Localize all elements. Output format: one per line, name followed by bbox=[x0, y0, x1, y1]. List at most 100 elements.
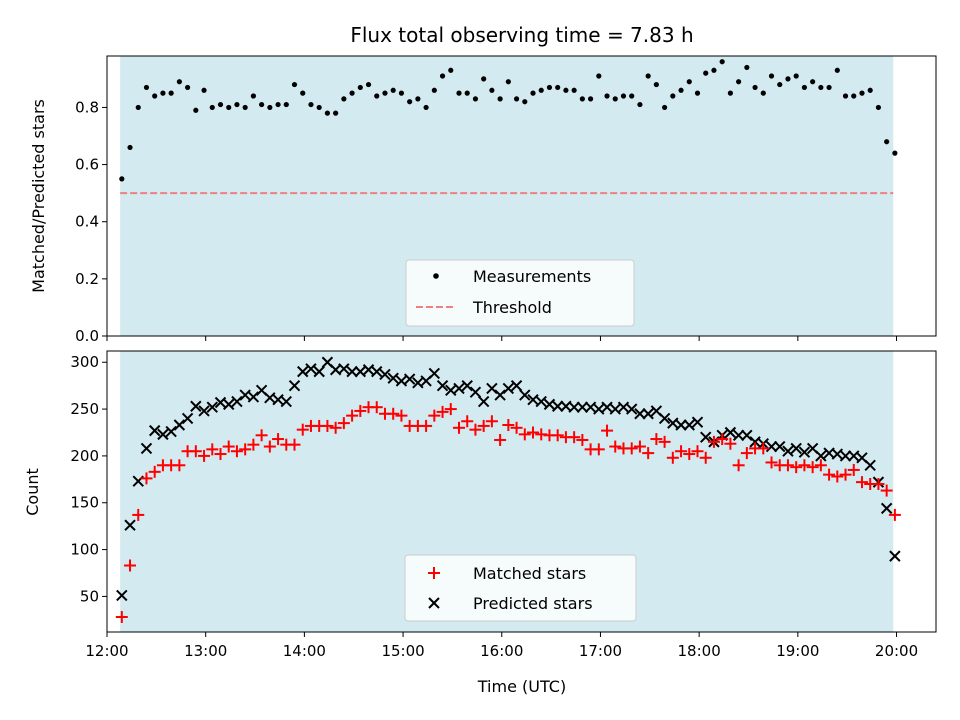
predicted-star-point bbox=[469, 386, 482, 398]
measurement-point bbox=[662, 104, 668, 111]
measurement-point bbox=[217, 101, 224, 108]
measurement-point bbox=[242, 104, 248, 111]
matched-star-point bbox=[346, 409, 359, 422]
matched-star-point bbox=[247, 438, 260, 451]
predicted-star-point bbox=[889, 550, 901, 562]
matched-stars-legend-marker bbox=[428, 567, 440, 579]
matched-star-point bbox=[633, 440, 646, 453]
count-plot-frame bbox=[106, 350, 937, 633]
predicted-star-point bbox=[486, 382, 498, 395]
predicted-star-point bbox=[436, 379, 449, 392]
predicted-star-point bbox=[667, 417, 679, 429]
matched-star-point bbox=[115, 611, 128, 624]
predicted-star-point bbox=[502, 382, 515, 395]
measurement-point bbox=[448, 67, 454, 73]
measurement-point bbox=[201, 87, 207, 93]
measurement-point bbox=[415, 96, 421, 102]
predicted-star-point bbox=[765, 440, 778, 453]
measurement-point bbox=[333, 110, 339, 116]
measurement-point bbox=[620, 93, 627, 99]
matched-star-point bbox=[823, 468, 836, 481]
measurement-point bbox=[259, 101, 265, 108]
measurement-point bbox=[752, 84, 758, 91]
predicted-star-point bbox=[831, 448, 844, 460]
matched-star-point bbox=[781, 459, 794, 472]
predicted-star-point bbox=[247, 391, 260, 403]
predicted-star-point bbox=[239, 389, 251, 401]
count-y-tick-label: 50 bbox=[80, 587, 99, 605]
predicted-star-point bbox=[379, 368, 391, 381]
measurement-point bbox=[736, 79, 742, 85]
predicted-star-point bbox=[223, 398, 235, 411]
matched-star-point bbox=[485, 415, 498, 428]
x-tick-label: 18:00 bbox=[678, 642, 721, 660]
matched-star-point bbox=[724, 437, 737, 450]
matched-star-point bbox=[609, 440, 622, 453]
ratio-y-tick-label: 0.2 bbox=[75, 270, 99, 288]
predicted-stars-legend-label: Predicted stars bbox=[473, 594, 593, 613]
measurement-point bbox=[629, 93, 635, 99]
matched-star-point bbox=[428, 409, 441, 422]
ratio-y-tick-label: 0.0 bbox=[75, 327, 99, 345]
matched-star-point bbox=[132, 508, 145, 521]
measurement-point bbox=[291, 81, 298, 88]
matched-star-point bbox=[124, 559, 137, 572]
threshold-legend-label: Threshold bbox=[472, 298, 552, 317]
predicted-star-point bbox=[584, 401, 597, 413]
predicted-star-point bbox=[181, 412, 194, 425]
predicted-stars-legend-marker bbox=[428, 597, 440, 609]
measurement-point bbox=[152, 93, 158, 99]
predicted-star-point bbox=[658, 412, 671, 425]
predicted-star-point bbox=[190, 400, 202, 412]
matched-stars-points bbox=[115, 401, 901, 624]
matched-star-point bbox=[601, 424, 614, 437]
measurement-point bbox=[818, 84, 824, 91]
predicted-star-point bbox=[338, 363, 350, 375]
measurement-point bbox=[884, 139, 890, 145]
matched-star-point bbox=[452, 421, 465, 434]
matched-star-point bbox=[296, 423, 309, 436]
matched-star-point bbox=[477, 419, 490, 432]
predicted-star-point bbox=[461, 379, 473, 392]
matched-star-point bbox=[444, 403, 457, 416]
matched-star-point bbox=[839, 468, 852, 481]
measurement-point bbox=[546, 84, 553, 91]
measurement-point bbox=[711, 67, 717, 73]
matched-star-point bbox=[255, 429, 268, 442]
matched-star-point bbox=[387, 407, 400, 420]
x-tick-label: 20:00 bbox=[875, 642, 918, 660]
predicted-star-point bbox=[445, 384, 457, 397]
matched-star-point bbox=[494, 433, 507, 446]
measurement-point bbox=[719, 59, 725, 65]
matched-star-point bbox=[798, 459, 811, 472]
ratio-x-axis bbox=[106, 336, 898, 341]
x-tick-label: 19:00 bbox=[776, 642, 819, 660]
matched-star-point bbox=[354, 404, 367, 417]
measurement-point bbox=[365, 81, 372, 88]
matched-star-point bbox=[198, 449, 211, 462]
predicted-star-point bbox=[551, 400, 564, 412]
matched-star-point bbox=[502, 418, 515, 431]
measurement-point bbox=[308, 101, 314, 108]
predicted-star-point bbox=[362, 364, 375, 376]
measurement-point bbox=[555, 84, 561, 91]
predicted-star-point bbox=[280, 395, 292, 408]
measurement-point bbox=[472, 96, 479, 102]
matched-star-point bbox=[592, 443, 605, 456]
predicted-star-point bbox=[543, 398, 556, 411]
predicted-star-point bbox=[387, 372, 399, 384]
predicted-star-point bbox=[609, 403, 621, 415]
predicted-star-point bbox=[124, 519, 136, 531]
measurement-point bbox=[686, 79, 692, 85]
predicted-star-point bbox=[403, 373, 416, 385]
measurement-point bbox=[645, 73, 651, 79]
matched-star-point bbox=[691, 445, 704, 458]
predicted-star-point bbox=[173, 419, 186, 431]
matched-star-point bbox=[847, 463, 860, 476]
measurement-point bbox=[275, 101, 281, 108]
measurement-point bbox=[703, 70, 709, 76]
measurement-point bbox=[826, 84, 832, 91]
measurement-point bbox=[571, 87, 577, 93]
measurement-point bbox=[374, 93, 380, 99]
measurement-point bbox=[604, 93, 610, 99]
